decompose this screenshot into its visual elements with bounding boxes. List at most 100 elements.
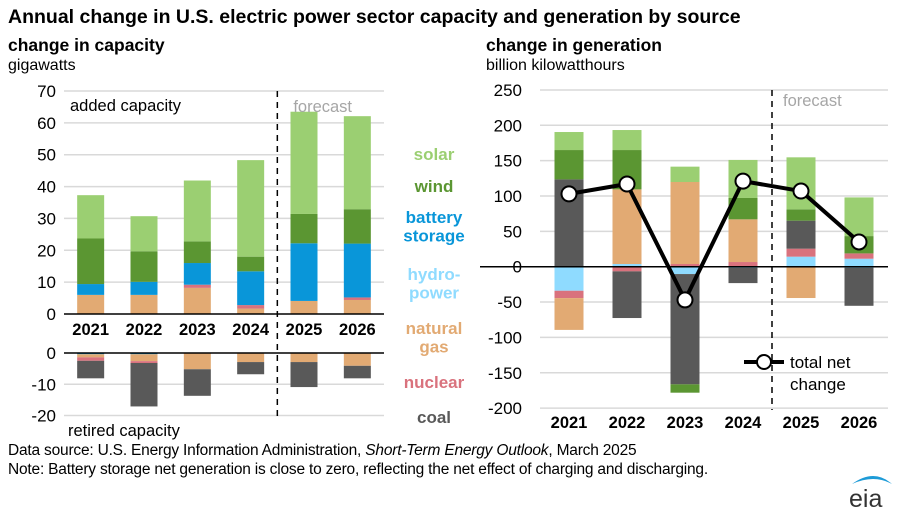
source-suffix: , March 2025 [548, 442, 637, 459]
line-legend-label: total net [790, 353, 851, 372]
total-net-change-line [568, 179, 861, 302]
y-tick-label: 150 [494, 152, 522, 171]
bar-segment-gen-negative-gas [554, 298, 584, 330]
bar-segment-gen-negative-coal [612, 271, 642, 319]
bar-segment-retired-coal [290, 362, 318, 388]
bar-segment-added-battery [343, 243, 371, 298]
bar-segment-retired-nuclear [130, 361, 158, 363]
bar-segment-added-battery [237, 271, 265, 306]
bar-segment-gen-negative-wind [670, 384, 700, 393]
bar-segment-retired-gas [237, 353, 265, 363]
x-tick-label: 2023 [179, 321, 216, 339]
bar-segment-gen-positive-nuclear [844, 253, 874, 259]
bar-segment-retired-nuclear [77, 357, 105, 361]
y-tick-label: -200 [488, 399, 522, 418]
y-tick-label: 60 [37, 114, 56, 133]
legend-label-hydro: power [409, 284, 459, 303]
bar-segment-gen-positive-nuclear [728, 262, 758, 267]
bar-segment-retired-coal [77, 360, 105, 379]
bar-segment-added-solar [290, 111, 318, 214]
forecast-label: forecast [293, 98, 352, 116]
bar-segment-gen-positive-hydro [844, 258, 874, 267]
y-tick-label: 200 [494, 116, 522, 135]
total-net-change-point [792, 182, 810, 200]
bar-segment-added-nuclear [343, 297, 371, 300]
bar-segment-gen-positive-solar [554, 132, 584, 151]
source-publication: Short-Term Energy Outlook [365, 442, 549, 459]
total-net-change-point [676, 291, 694, 309]
note-line: Note: Battery storage net generation is … [8, 461, 708, 478]
bar-segment-added-wind [290, 213, 318, 244]
bar-segment-added-solar [343, 116, 371, 210]
total-net-change-point [734, 172, 752, 190]
y-tick-label: 40 [37, 178, 56, 197]
source-prefix: Data source: U.S. Energy Information Adm… [8, 442, 366, 459]
bar-segment-gen-negative-coal [670, 274, 700, 385]
y-tick-label: 100 [494, 187, 522, 206]
y-tick-label: -10 [31, 375, 56, 394]
legend-label-wind: wind [414, 177, 454, 196]
bar-segment-retired-gas [290, 353, 318, 363]
bar-segment-added-gas [290, 300, 318, 314]
y-tick-label: -150 [488, 364, 522, 383]
x-tick-label: 2021 [551, 414, 588, 432]
y-tick-label: 250 [494, 81, 522, 100]
bar-segment-added-battery [183, 263, 211, 285]
legend-label-hydro: hydro- [408, 265, 461, 284]
x-tick-label: 2022 [126, 321, 163, 339]
legend-label-gas: gas [419, 338, 448, 357]
bar-segment-added-gas [130, 294, 158, 314]
bar-segment-gen-positive-solar [612, 130, 642, 151]
bar-segment-gen-positive-hydro [786, 256, 816, 267]
bar-segment-added-solar [183, 180, 211, 242]
y-tick-label: 0 [47, 305, 56, 324]
x-tick-label: 2025 [783, 414, 820, 432]
bar-segment-added-battery [130, 281, 158, 295]
bar-segment-gen-positive-nuclear [786, 248, 816, 257]
legend-label-battery: battery [406, 208, 463, 227]
bar-segment-added-solar [130, 216, 158, 252]
x-tick-label: 2023 [667, 414, 704, 432]
total-net-change-point [850, 233, 868, 251]
y-tick-label: 0 [47, 344, 56, 363]
bar-segment-added-wind [183, 241, 211, 264]
data-source-line: Data source: U.S. Energy Information Adm… [8, 441, 828, 460]
x-tick-label: 2026 [339, 321, 376, 339]
bar-segment-retired-coal [237, 362, 265, 375]
legend-label-nuclear: nuclear [404, 373, 465, 392]
y-tick-label: -50 [497, 293, 522, 312]
bar-segment-added-gas [237, 308, 265, 314]
total-net-change-point [560, 185, 578, 203]
y-tick-label: 10 [37, 273, 56, 292]
forecast-label: forecast [783, 92, 842, 110]
capacity-unit-label: gigawatts [8, 57, 76, 74]
y-tick-label: 50 [37, 146, 56, 165]
bar-segment-retired-coal [343, 365, 371, 379]
bar-segment-added-wind [237, 256, 265, 272]
generation-unit-label: billion kilowatthours [486, 57, 625, 74]
panel-label-added-capacity: added capacity [70, 97, 182, 115]
legend-label-gas: natural [406, 319, 463, 338]
bar-segment-gen-negative-nuclear [612, 266, 642, 272]
x-tick-label: 2022 [609, 414, 646, 432]
bar-segment-added-wind [77, 238, 105, 285]
legend-label-coal: coal [417, 408, 451, 427]
bar-segment-gen-positive-solar [844, 197, 874, 237]
y-tick-label: 50 [503, 222, 522, 241]
footer-notes: Data source: U.S. Energy Information Adm… [8, 441, 828, 479]
bar-segment-gen-positive-wind [728, 197, 758, 220]
eia-swoosh-icon: eia [849, 476, 892, 513]
eia-logo: eia [846, 470, 896, 513]
y-tick-label: -100 [488, 328, 522, 347]
bar-segment-gen-negative-coal [844, 267, 874, 306]
bar-segment-added-gas [183, 287, 211, 314]
panel-label-retired-capacity: retired capacity [68, 422, 181, 440]
capacity-subtitle: change in capacity [8, 35, 165, 55]
y-tick-label: 70 [37, 82, 56, 101]
x-tick-label: 2021 [72, 321, 109, 339]
bar-segment-gen-negative-hydro [554, 266, 584, 291]
y-tick-label: 20 [37, 241, 56, 260]
bar-segment-added-nuclear [237, 305, 265, 309]
bar-segment-added-nuclear [183, 284, 211, 288]
